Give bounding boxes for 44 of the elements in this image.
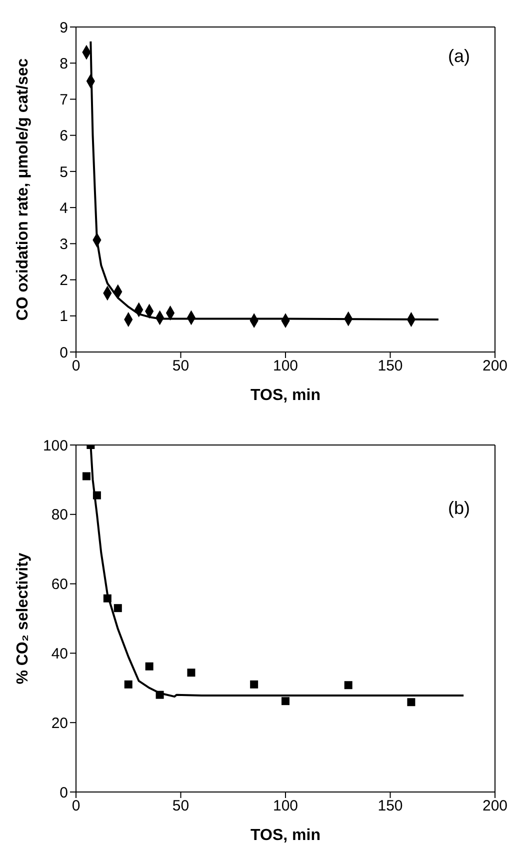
y-tick-label: 60: [51, 576, 68, 594]
y-tick-label: 2: [60, 272, 68, 290]
point: [82, 472, 90, 480]
y-tick-label: 9: [60, 19, 68, 36]
annotation: (a): [448, 46, 470, 67]
annotation: (b): [448, 498, 470, 519]
y-tick-label: 1: [60, 308, 68, 326]
y-axis-title: CO oxidation rate, μmole/g cat/sec: [14, 58, 32, 321]
y-tick-label: 8: [60, 55, 68, 72]
point: [282, 697, 290, 706]
point: [103, 594, 112, 602]
x-tick-label: 150: [378, 798, 403, 815]
point: [114, 604, 122, 612]
x-tick-label: 100: [272, 358, 298, 375]
point: [344, 681, 352, 690]
x-tick-label: 100: [272, 798, 298, 815]
x-axis-title: TOS, min: [250, 827, 320, 844]
point: [187, 668, 196, 677]
y-tick-label: 6: [60, 128, 68, 145]
y-tick-label: 0: [60, 344, 68, 362]
point: [92, 491, 101, 500]
y-tick-label: 100: [42, 437, 68, 454]
point: [124, 680, 132, 688]
y-tick-label: 4: [60, 200, 68, 217]
point: [156, 690, 164, 699]
x-tick-label: 150: [378, 358, 403, 375]
x-tick-label: 200: [482, 798, 508, 815]
point: [407, 698, 416, 706]
y-tick-label: 7: [60, 92, 68, 109]
y-tick-label: 80: [51, 506, 68, 524]
x-tick-label: 50: [172, 358, 190, 375]
point: [145, 662, 154, 670]
x-tick-label: 0: [72, 798, 80, 815]
y-tick-label: 3: [60, 236, 68, 253]
y-tick-label: 20: [51, 714, 68, 732]
x-tick-label: 200: [482, 358, 508, 375]
y-tick-label: 0: [60, 784, 68, 802]
x-tick-label: 50: [172, 798, 190, 815]
x-axis-title: TOS, min: [250, 387, 320, 404]
y-tick-label: 40: [51, 646, 68, 663]
x-tick-label: 0: [72, 358, 80, 375]
y-axis-title: % CO₂ selectivity: [14, 552, 32, 684]
point: [250, 680, 258, 688]
y-tick-label: 5: [60, 164, 68, 181]
